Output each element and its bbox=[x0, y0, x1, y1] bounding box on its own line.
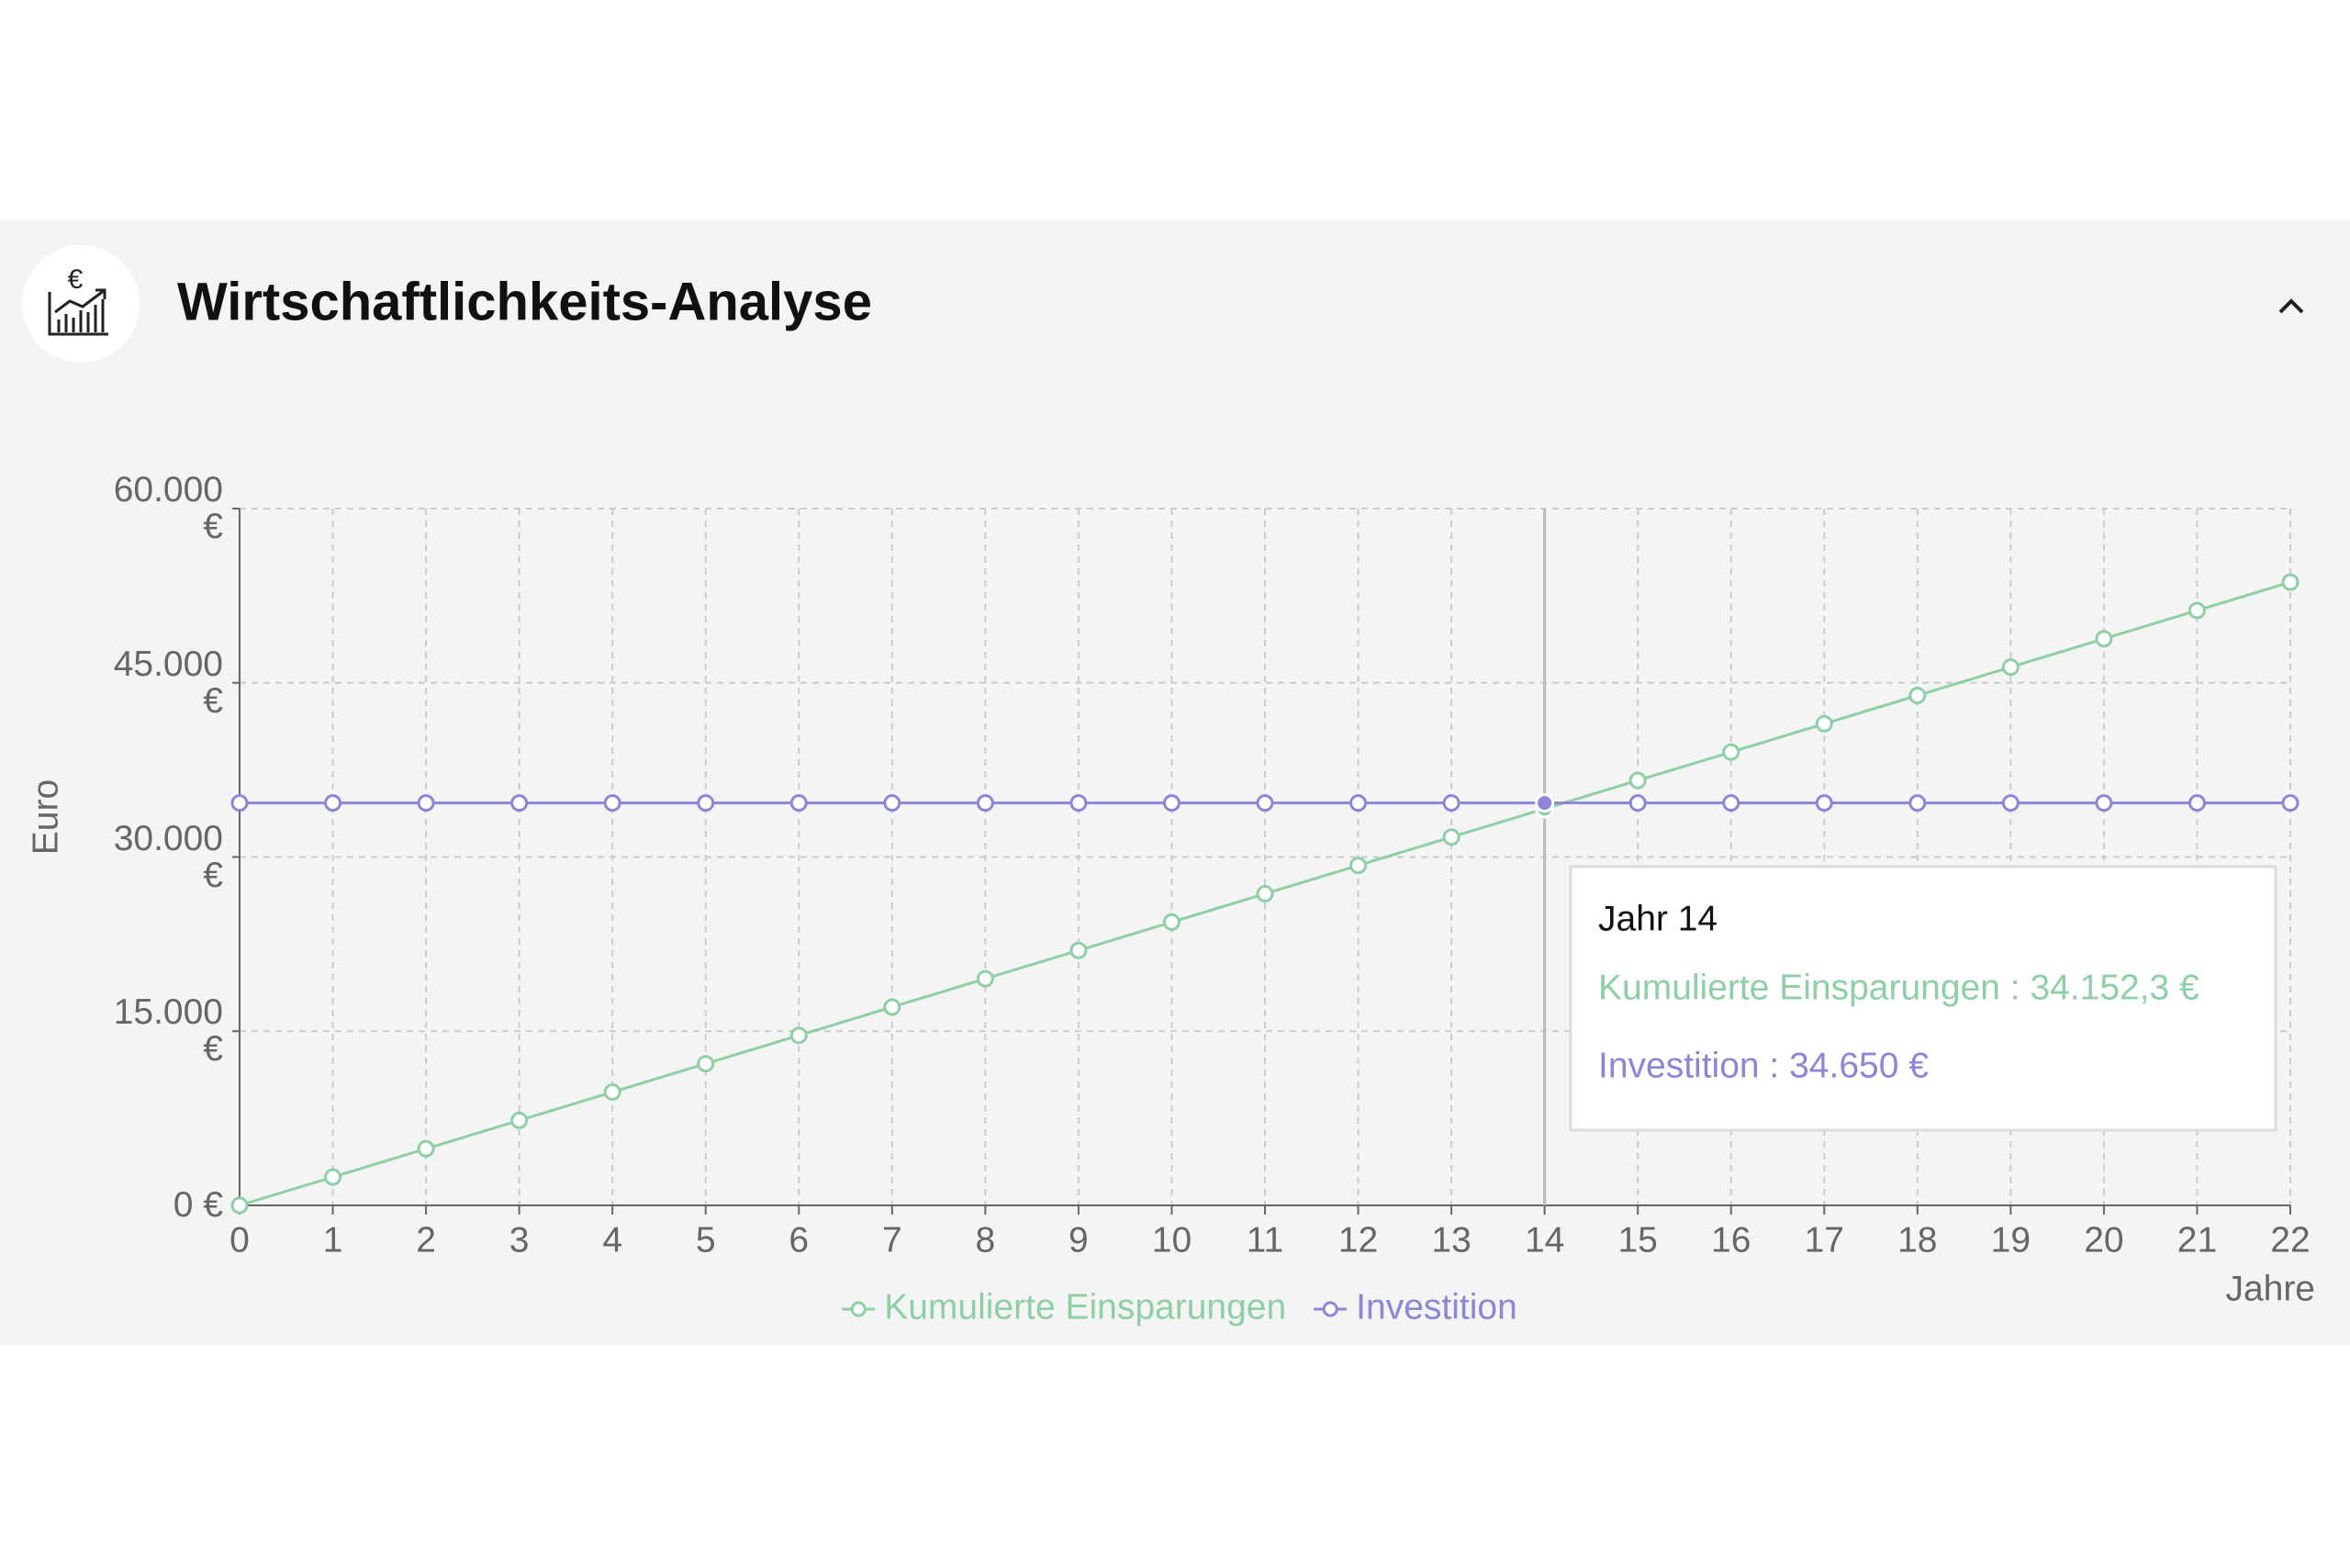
data-point bbox=[1256, 794, 1274, 812]
collapse-caret[interactable] bbox=[2278, 298, 2304, 314]
icon bbox=[48, 288, 108, 336]
icon-circle bbox=[22, 245, 140, 363]
data-point bbox=[789, 794, 808, 812]
tooltip-line: Investition : 34.650 € bbox=[1598, 1046, 1929, 1085]
y-tick-label: 15.000 € bbox=[113, 992, 223, 1070]
x-tick-label: 0 bbox=[229, 1220, 250, 1260]
data-point bbox=[324, 1168, 342, 1186]
data-point bbox=[1069, 941, 1088, 959]
data-point bbox=[1349, 857, 1368, 875]
data-point bbox=[230, 1196, 249, 1215]
x-tick-label: 16 bbox=[1711, 1220, 1751, 1260]
data-point bbox=[2188, 601, 2206, 620]
data-point bbox=[1628, 771, 1647, 790]
x-tick-label: 11 bbox=[1247, 1220, 1284, 1260]
x-axis-label: Jahre bbox=[2225, 1269, 2315, 1308]
x-tick-label: 10 bbox=[1152, 1220, 1192, 1260]
x-tick-label: 15 bbox=[1617, 1220, 1657, 1260]
data-point bbox=[510, 1111, 529, 1129]
data-point bbox=[1162, 794, 1181, 812]
data-point bbox=[603, 1083, 621, 1102]
x-tick-label: 4 bbox=[602, 1220, 622, 1260]
data-point bbox=[789, 1026, 808, 1045]
data-point bbox=[697, 1055, 715, 1073]
title: Wirtschaftlichkeits-Analyse bbox=[177, 272, 872, 331]
data-point bbox=[1722, 743, 1740, 761]
data-point bbox=[1815, 714, 1833, 733]
data-point bbox=[230, 794, 249, 812]
x-tick-label: 8 bbox=[976, 1220, 996, 1260]
y-tick-label: 30.000 € bbox=[113, 818, 223, 895]
legend-label: Kumulierte Einsparungen bbox=[884, 1287, 1286, 1327]
x-tick-label: 18 bbox=[1897, 1220, 1937, 1260]
data-point bbox=[976, 794, 994, 812]
data-point bbox=[1722, 794, 1740, 812]
data-point bbox=[2001, 794, 2020, 812]
icon-symbol: € bbox=[68, 264, 84, 295]
x-tick-label: 1 bbox=[323, 1220, 343, 1260]
data-point bbox=[1349, 794, 1368, 812]
data-point bbox=[2095, 630, 2113, 648]
x-tick-label: 9 bbox=[1069, 1220, 1089, 1260]
x-tick-label: 13 bbox=[1431, 1220, 1471, 1260]
tooltip-line: Kumulierte Einsparungen : 34.152,3 € bbox=[1598, 968, 2199, 1007]
data-point bbox=[1908, 687, 1927, 705]
legend: Kumulierte Einsparungen Investition bbox=[842, 1287, 1517, 1327]
y-tick-label: 0 € bbox=[173, 1185, 223, 1225]
x-tick-label: 2 bbox=[416, 1220, 436, 1260]
y-axis-label: Euro bbox=[26, 779, 65, 855]
x-tick-label: 17 bbox=[1805, 1220, 1844, 1260]
data-point bbox=[417, 794, 435, 812]
data-point bbox=[2281, 573, 2300, 591]
x-tick-label: 6 bbox=[789, 1220, 809, 1260]
x-tick-label: 21 bbox=[2177, 1220, 2217, 1260]
data-point bbox=[2095, 794, 2113, 812]
data-point bbox=[510, 794, 529, 812]
data-point bbox=[697, 794, 715, 812]
y-tick-label: 60.000 € bbox=[113, 470, 223, 546]
data-point bbox=[1442, 794, 1460, 812]
x-tick-label: 14 bbox=[1525, 1220, 1564, 1260]
data-point bbox=[883, 794, 901, 812]
tooltip bbox=[1569, 865, 2277, 1132]
data-point bbox=[1442, 828, 1460, 846]
data-point bbox=[2281, 794, 2300, 812]
data-point bbox=[1162, 913, 1181, 931]
x-tick-label: 12 bbox=[1338, 1220, 1378, 1260]
data-point bbox=[1628, 794, 1647, 812]
x-tick-label: 20 bbox=[2084, 1220, 2123, 1260]
data-point bbox=[2001, 658, 2020, 677]
data-point bbox=[1256, 885, 1274, 903]
x-tick-label: 7 bbox=[882, 1220, 902, 1260]
legend-swatch bbox=[1322, 1301, 1338, 1317]
data-point bbox=[1908, 794, 1927, 812]
tooltip-title: Jahr 14 bbox=[1598, 899, 1718, 938]
data-point bbox=[1069, 794, 1088, 812]
legend-label: Investition bbox=[1356, 1287, 1517, 1327]
data-point bbox=[883, 998, 901, 1016]
data-point bbox=[2188, 794, 2206, 812]
x-tick-label: 3 bbox=[509, 1220, 530, 1260]
data-point bbox=[1815, 794, 1833, 812]
x-tick-label: 22 bbox=[2270, 1220, 2310, 1260]
x-tick-label: 19 bbox=[1991, 1220, 2031, 1260]
data-point bbox=[976, 969, 994, 988]
data-point bbox=[417, 1139, 435, 1158]
data-point bbox=[324, 794, 342, 812]
data-point bbox=[1535, 793, 1555, 813]
data-point bbox=[603, 794, 621, 812]
y-tick-label: 45.000 € bbox=[113, 644, 223, 721]
x-tick-label: 5 bbox=[696, 1220, 716, 1260]
legend-swatch bbox=[850, 1301, 867, 1317]
